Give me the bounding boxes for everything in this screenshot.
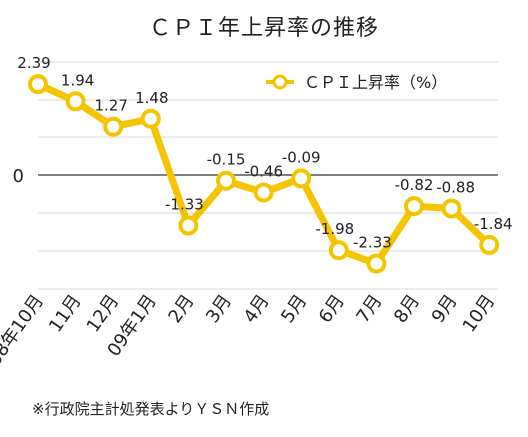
data-labels: 2.39 1.941.27 1.48 -1.33 -0.15-0.46-0.09 -1.9…	[17, 54, 512, 251]
y-tick-label: 0	[13, 166, 24, 187]
x-tick-label: 4月	[240, 291, 274, 327]
x-tick-label: 6月	[315, 291, 349, 327]
chart-title: ＣＰＩ年上昇率の推移	[148, 16, 379, 41]
x-tick-label: 5月	[277, 291, 311, 327]
x-tick-label: 9月	[428, 291, 462, 327]
x-tick-label: 3月	[202, 291, 236, 327]
data-label: -0.15	[207, 151, 246, 169]
x-tick-label: 08年10月	[0, 291, 48, 370]
data-label: 1.94	[61, 71, 94, 89]
source-footnote: ※行政院主計処発表よりＹＳＮ作成	[32, 400, 270, 418]
data-label: -0.46	[244, 162, 283, 180]
data-point	[253, 182, 274, 203]
data-label: -0.09	[282, 148, 321, 166]
legend-marker-icon	[272, 74, 288, 90]
data-point	[28, 74, 48, 95]
data-point	[140, 108, 161, 129]
data-label: -1.98	[315, 220, 354, 238]
data-point	[441, 198, 462, 219]
data-label: -1.33	[165, 196, 204, 214]
data-label: -1.84	[474, 215, 513, 233]
data-point	[328, 240, 349, 261]
x-tick-label: 7月	[352, 291, 386, 327]
data-point	[65, 91, 86, 112]
series-points	[28, 74, 500, 274]
data-label: -0.88	[436, 178, 475, 196]
x-tick-label: 2月	[164, 291, 198, 327]
x-tick-label: 11月	[45, 291, 86, 337]
data-point	[103, 116, 124, 137]
data-point	[291, 168, 312, 189]
data-point	[366, 253, 387, 274]
data-label: 2.39	[17, 54, 50, 72]
legend: ＣＰＩ上昇率（%）	[266, 73, 447, 92]
data-label: 1.27	[94, 97, 127, 115]
data-label: -0.82	[395, 176, 434, 194]
data-point	[216, 170, 236, 191]
legend-label: ＣＰＩ上昇率（%）	[304, 73, 447, 92]
x-tick-label: 10月	[459, 291, 500, 337]
data-point	[404, 196, 424, 217]
data-label: -2.33	[353, 234, 392, 252]
data-point	[479, 234, 500, 255]
gridlines	[38, 61, 498, 290]
zero-axis: 0	[13, 166, 498, 187]
data-label: 1.48	[135, 89, 168, 107]
data-point	[178, 215, 199, 236]
x-tick-label: 8月	[390, 291, 424, 327]
